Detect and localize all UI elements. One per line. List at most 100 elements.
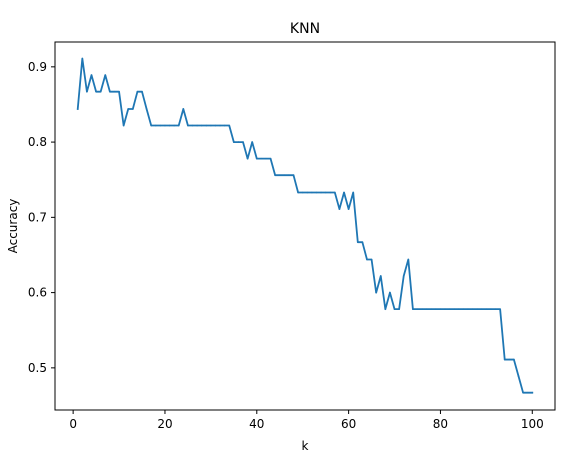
data-point [329,191,332,194]
data-point [219,124,221,127]
data-point [292,174,295,176]
data-point [81,57,84,60]
x-tick-label: 100 [521,417,544,431]
data-point [467,308,469,310]
data-point [444,308,446,310]
data-point [503,358,506,361]
y-axis-ticks: 0.5 0.6 0.7 0.8 0.9 [28,60,55,375]
data-point [425,308,428,310]
data-point [366,258,368,261]
data-point [242,141,244,143]
data-point [255,157,258,160]
data-point [517,375,520,377]
data-point [490,308,492,310]
data-point [398,308,400,310]
data-point [145,108,148,110]
data-point [416,308,419,310]
data-point [448,308,451,310]
data-point [526,391,529,394]
data-point [315,191,318,194]
data-point [228,124,231,127]
data-point [522,391,524,394]
data-point [127,108,130,110]
data-point [251,141,253,143]
data-point [375,291,377,294]
data-point [132,108,134,110]
data-point [531,391,534,394]
data-point [118,90,120,93]
data-point [347,208,350,210]
data-point [462,308,465,310]
x-tick-label: 60 [341,417,356,431]
data-point [389,291,391,294]
y-axis-label: Accuracy [6,199,20,254]
accuracy-line [76,57,534,394]
data-point [141,90,143,93]
data-point [393,308,396,310]
data-point [384,308,387,310]
data-point [407,258,410,261]
data-point [402,275,405,277]
data-point [499,308,501,310]
data-point [320,191,322,194]
data-point [86,90,88,93]
data-point [150,124,152,127]
y-tick-label: 0.5 [28,361,47,375]
data-point [283,174,286,176]
data-point [173,124,175,127]
x-axis-label: k [302,439,309,451]
data-point [435,308,437,310]
data-point [182,108,185,110]
data-point [122,124,125,127]
data-point [99,90,102,93]
data-point [361,241,364,243]
data-point [288,174,290,176]
y-tick-label: 0.6 [28,286,47,300]
x-tick-label: 20 [157,417,172,431]
data-point [324,191,327,194]
data-point [223,124,226,127]
data-point [357,241,359,243]
data-point [136,90,139,93]
data-point [306,191,309,194]
data-point [379,275,382,277]
data-point [159,124,162,127]
data-point [260,157,263,160]
data-point [76,108,79,110]
data-point [95,90,97,93]
data-point [187,124,189,127]
data-point [430,308,433,310]
data-point [265,157,267,160]
data-point [480,308,483,310]
data-point [104,74,107,76]
data-point [113,90,116,93]
data-point [338,208,341,210]
data-point [513,358,515,361]
data-point [453,308,456,310]
chart-title: KNN [290,21,320,37]
data-point [210,124,212,127]
data-point [237,141,240,143]
data-point [109,90,111,93]
data-point [485,308,488,310]
y-tick-label: 0.9 [28,60,47,74]
data-point [177,124,180,127]
data-point [200,124,203,127]
data-point [343,191,345,194]
x-tick-label: 80 [433,417,448,431]
data-point [297,191,299,194]
data-point [508,358,511,361]
plot-frame [54,41,556,411]
data-point [191,124,194,127]
x-tick-label: 40 [249,417,264,431]
data-point [246,157,249,160]
data-point [370,258,373,261]
data-point [233,141,235,143]
y-tick-label: 0.8 [28,135,47,149]
data-point [274,174,276,176]
data-point [301,191,304,194]
data-point [214,124,217,127]
data-point [269,157,272,160]
